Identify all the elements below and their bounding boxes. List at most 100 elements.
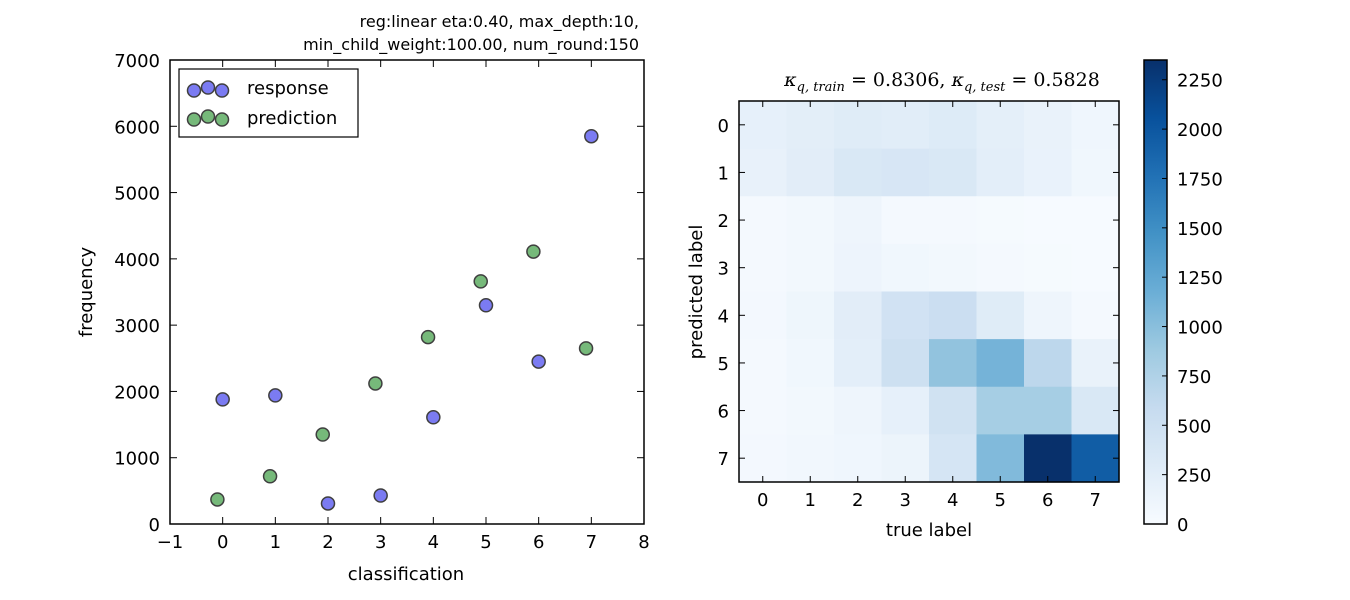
heatmap-cell: [786, 101, 835, 150]
heatmap-cell: [881, 339, 930, 388]
scatter-y-tick-label: 4000: [114, 250, 160, 271]
heatmap-cell: [1024, 148, 1073, 197]
scatter-point-response: [320, 496, 336, 511]
legend-label-response: response: [247, 78, 329, 99]
scatter-y-tick-label: 7000: [114, 51, 160, 72]
legend-marker-response: [200, 80, 216, 95]
colorbar-tick-label: 2000: [1177, 120, 1223, 141]
heatmap-cell: [1024, 101, 1073, 150]
heatmap-x-tick-label: 7: [1090, 490, 1101, 511]
colorbar-gradient: [1143, 59, 1168, 525]
scatter-point-response: [531, 354, 546, 369]
heatmap-cell: [881, 434, 930, 483]
heatmap-cell: [929, 243, 978, 293]
heatmap-cell: [881, 101, 930, 150]
colorbar-tick-label: 2250: [1177, 71, 1223, 92]
scatter-point-prediction: [526, 244, 541, 259]
heatmap-cell: [1071, 148, 1120, 197]
colorbar-tick-label: 500: [1177, 416, 1211, 437]
scatter-x-tick-label: −1: [157, 532, 184, 553]
heatmap-cell: [929, 434, 978, 483]
heatmap-x-tick-label: 4: [947, 490, 958, 511]
scatter-point-response: [268, 388, 283, 403]
heatmap-cell: [976, 434, 1025, 483]
heatmap-cell: [976, 386, 1025, 435]
heatmap-chart: κq, train = 0.8306, κq, test = 0.5828 0 1 2…: [686, 69, 1120, 541]
scatter-point-prediction: [262, 469, 278, 484]
scatter-point-prediction: [473, 274, 488, 289]
heatmap-y-tick-label: 1: [718, 163, 729, 184]
heatmap-cell: [1024, 196, 1073, 245]
heatmap-cell: [929, 291, 978, 340]
scatter-x-tick-label: 4: [428, 532, 439, 553]
heatmap-cell: [881, 196, 930, 245]
heatmap-y-tick-label: 6: [718, 402, 729, 423]
heatmap-cell: [1071, 243, 1120, 293]
heatmap-y-axis-label: predicted label: [686, 225, 707, 360]
heatmap-cell: [1071, 291, 1120, 340]
scatter-x-tick-label: 3: [375, 532, 386, 553]
scatter-point-prediction: [578, 341, 594, 356]
scatter-point-response: [478, 298, 494, 313]
legend-label-prediction: prediction: [247, 108, 337, 129]
heatmap-cell: [834, 339, 883, 388]
heatmap-cell: [881, 291, 930, 340]
heatmap-cell: [739, 339, 788, 388]
heatmap-cell: [786, 291, 835, 340]
heatmap-cell: [976, 196, 1025, 245]
scatter-point-response: [584, 128, 599, 144]
heatmap-x-tick-label: 3: [900, 490, 911, 511]
scatter-x-tick-label: 8: [638, 532, 649, 553]
scatter-point-response: [215, 392, 230, 407]
scatter-point-response: [373, 488, 388, 503]
heatmap-y-tick-label: 3: [718, 259, 729, 280]
heatmap-cell: [739, 386, 788, 435]
heatmap-cell: [881, 148, 930, 197]
heatmap-cell: [929, 148, 978, 197]
scatter-x-tick-label: 2: [322, 532, 333, 553]
scatter-x-tick-label: 1: [270, 532, 281, 553]
colorbar-tick-label: 1750: [1177, 169, 1223, 190]
scatter-legend: response prediction: [178, 68, 359, 138]
heatmap-cell: [1071, 101, 1120, 150]
heatmap-cell: [786, 148, 835, 197]
heatmap-cell: [929, 339, 978, 388]
heatmap-cell: [1024, 434, 1073, 483]
heatmap-cell: [739, 148, 788, 197]
colorbar-tick-label: 0: [1177, 515, 1188, 536]
heatmap-cell: [1024, 291, 1073, 340]
scatter-point-prediction: [420, 329, 436, 345]
heatmap-cell: [786, 434, 835, 483]
heatmap-x-tick-label: 1: [805, 490, 816, 511]
scatter-y-tick-label: 3000: [114, 316, 160, 337]
scatter-plot-area: [169, 59, 645, 525]
scatter-title-line-1: reg:linear eta:0.40, max_depth:10,: [360, 12, 639, 32]
heatmap-cell: [976, 243, 1025, 293]
heatmap-cell: [739, 291, 788, 340]
scatter-point-prediction: [210, 492, 225, 507]
colorbar-tick-label: 1500: [1177, 219, 1223, 240]
heatmap-cell: [881, 386, 930, 435]
scatter-point-prediction: [315, 427, 330, 442]
heatmap-cell: [929, 196, 978, 245]
heatmap-cell: [929, 101, 978, 150]
heatmap-y-tick-label: 0: [718, 116, 729, 137]
heatmap-cell: [834, 243, 883, 293]
heatmap-cell: [739, 243, 788, 293]
heatmap-cell: [881, 243, 930, 293]
heatmap-cell: [739, 434, 788, 483]
heatmap-cell: [834, 386, 883, 435]
heatmap-cell: [739, 196, 788, 245]
heatmap-y-tick-label: 4: [718, 306, 729, 327]
scatter-point-response: [426, 410, 441, 425]
heatmap-cell: [976, 291, 1025, 340]
heatmap-cell: [786, 386, 835, 435]
scatter-x-tick-label: 5: [480, 532, 491, 553]
legend-marker-prediction: [214, 112, 230, 127]
heatmap-cell: [1024, 339, 1073, 388]
heatmap-x-axis-label: true label: [886, 520, 972, 541]
heatmap-cell: [1024, 243, 1073, 293]
heatmap-cell: [786, 339, 835, 388]
heatmap-x-tick-label: 6: [1042, 490, 1053, 511]
